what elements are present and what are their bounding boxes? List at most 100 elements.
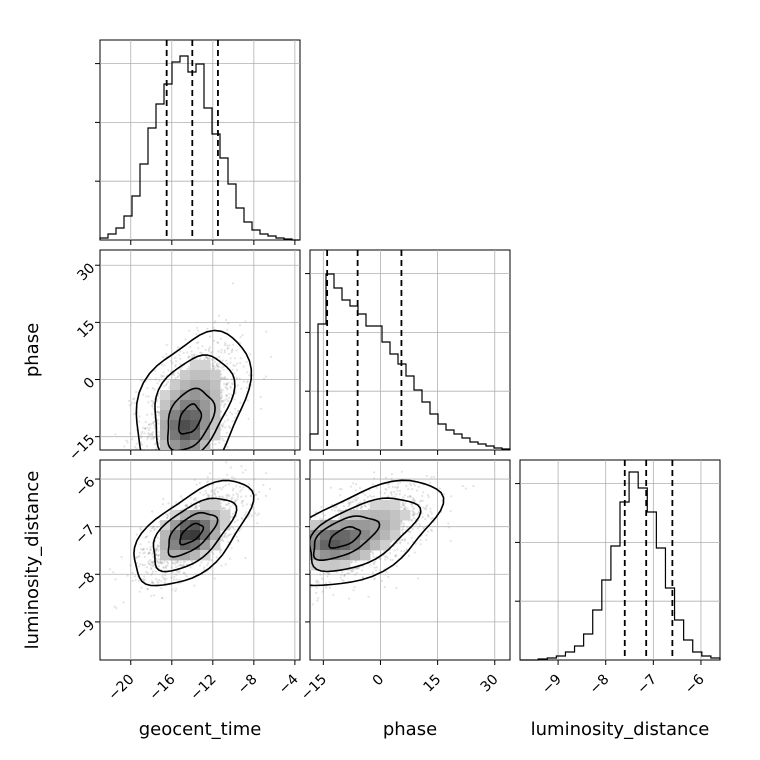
sample-point — [151, 387, 154, 390]
density-cell — [390, 500, 401, 511]
sample-point — [207, 493, 210, 497]
sample-point — [419, 539, 422, 542]
sample-point — [401, 528, 404, 531]
sample-point — [145, 395, 148, 398]
density-cell — [190, 540, 201, 551]
sample-point — [396, 486, 399, 489]
sample-point — [147, 432, 150, 435]
sample-point — [369, 564, 372, 567]
sample-point — [188, 451, 190, 453]
sample-point — [231, 368, 234, 371]
sample-point — [402, 501, 405, 505]
sample-point — [220, 397, 223, 400]
sample-point — [394, 486, 397, 489]
sample-point — [178, 571, 181, 574]
sample-point — [133, 397, 136, 400]
sample-point — [186, 455, 188, 457]
sample-point — [281, 572, 283, 574]
sample-point — [128, 404, 131, 407]
sample-point — [304, 561, 306, 563]
sample-point — [315, 591, 318, 595]
sample-point — [122, 601, 125, 604]
sample-point — [290, 578, 292, 580]
sample-point — [348, 503, 351, 506]
sample-point — [279, 610, 281, 612]
sample-point — [160, 374, 163, 377]
sample-point — [196, 329, 199, 332]
sample-point — [316, 580, 319, 583]
sample-point — [315, 579, 318, 582]
sample-point — [249, 353, 252, 356]
sample-point — [194, 451, 196, 453]
sample-point — [291, 542, 293, 544]
sample-point — [208, 472, 212, 475]
y-axis-label-luminosity-distance: luminosity_distance — [22, 471, 43, 650]
sample-point — [140, 486, 142, 488]
sample-point — [151, 433, 154, 436]
sample-point — [421, 494, 424, 497]
sample-point — [304, 577, 306, 579]
sample-point — [413, 484, 416, 487]
sample-point — [233, 477, 236, 480]
density-cell — [200, 530, 211, 541]
sample-point — [411, 505, 414, 508]
sample-point — [154, 378, 157, 381]
sample-point — [414, 512, 417, 515]
sample-point — [163, 560, 166, 563]
sample-point — [427, 514, 430, 518]
sample-point — [350, 561, 353, 564]
density-cell — [180, 390, 191, 401]
sample-point — [361, 505, 364, 508]
sample-point — [184, 471, 186, 473]
sample-point — [151, 560, 154, 564]
sample-point — [246, 399, 249, 402]
sample-point — [223, 351, 226, 354]
sample-point — [174, 488, 176, 490]
sample-point — [169, 360, 172, 363]
sample-point — [292, 563, 294, 565]
sample-point — [207, 349, 210, 352]
sample-point — [362, 492, 365, 495]
sample-point — [239, 527, 242, 530]
sample-point — [448, 526, 451, 529]
sample-point — [214, 474, 216, 476]
sample-point — [160, 376, 163, 379]
density-cell — [210, 510, 221, 521]
sample-point — [422, 491, 425, 494]
sample-point — [217, 350, 220, 353]
sample-point — [151, 527, 154, 530]
sample-point — [236, 384, 239, 387]
sample-point — [348, 501, 351, 504]
density-cell — [360, 530, 371, 541]
sample-point — [430, 528, 433, 532]
sample-point — [179, 451, 181, 453]
sample-point — [218, 355, 221, 358]
sample-point — [157, 554, 160, 557]
sample-point — [288, 551, 290, 553]
sample-point — [153, 527, 156, 530]
sample-point — [247, 483, 250, 486]
sample-point — [270, 355, 273, 358]
sample-point — [131, 571, 134, 575]
sample-point — [167, 502, 170, 505]
sample-point — [390, 478, 393, 481]
sample-point — [438, 487, 441, 490]
density-cell — [180, 520, 191, 531]
sample-point — [151, 400, 154, 403]
sample-point — [182, 571, 185, 575]
sample-point — [218, 362, 221, 365]
sample-point — [127, 399, 131, 402]
density-cell — [360, 550, 371, 561]
sample-point — [172, 561, 175, 565]
sample-point — [407, 554, 411, 557]
sample-point — [201, 453, 203, 455]
density-cell — [390, 530, 401, 541]
sample-point — [319, 517, 322, 520]
sample-point — [315, 586, 318, 589]
sample-point — [157, 553, 160, 557]
density-cell — [190, 550, 201, 561]
sample-point — [222, 368, 225, 371]
sample-point — [357, 567, 360, 570]
sample-point — [140, 436, 143, 439]
sample-point — [166, 564, 169, 567]
